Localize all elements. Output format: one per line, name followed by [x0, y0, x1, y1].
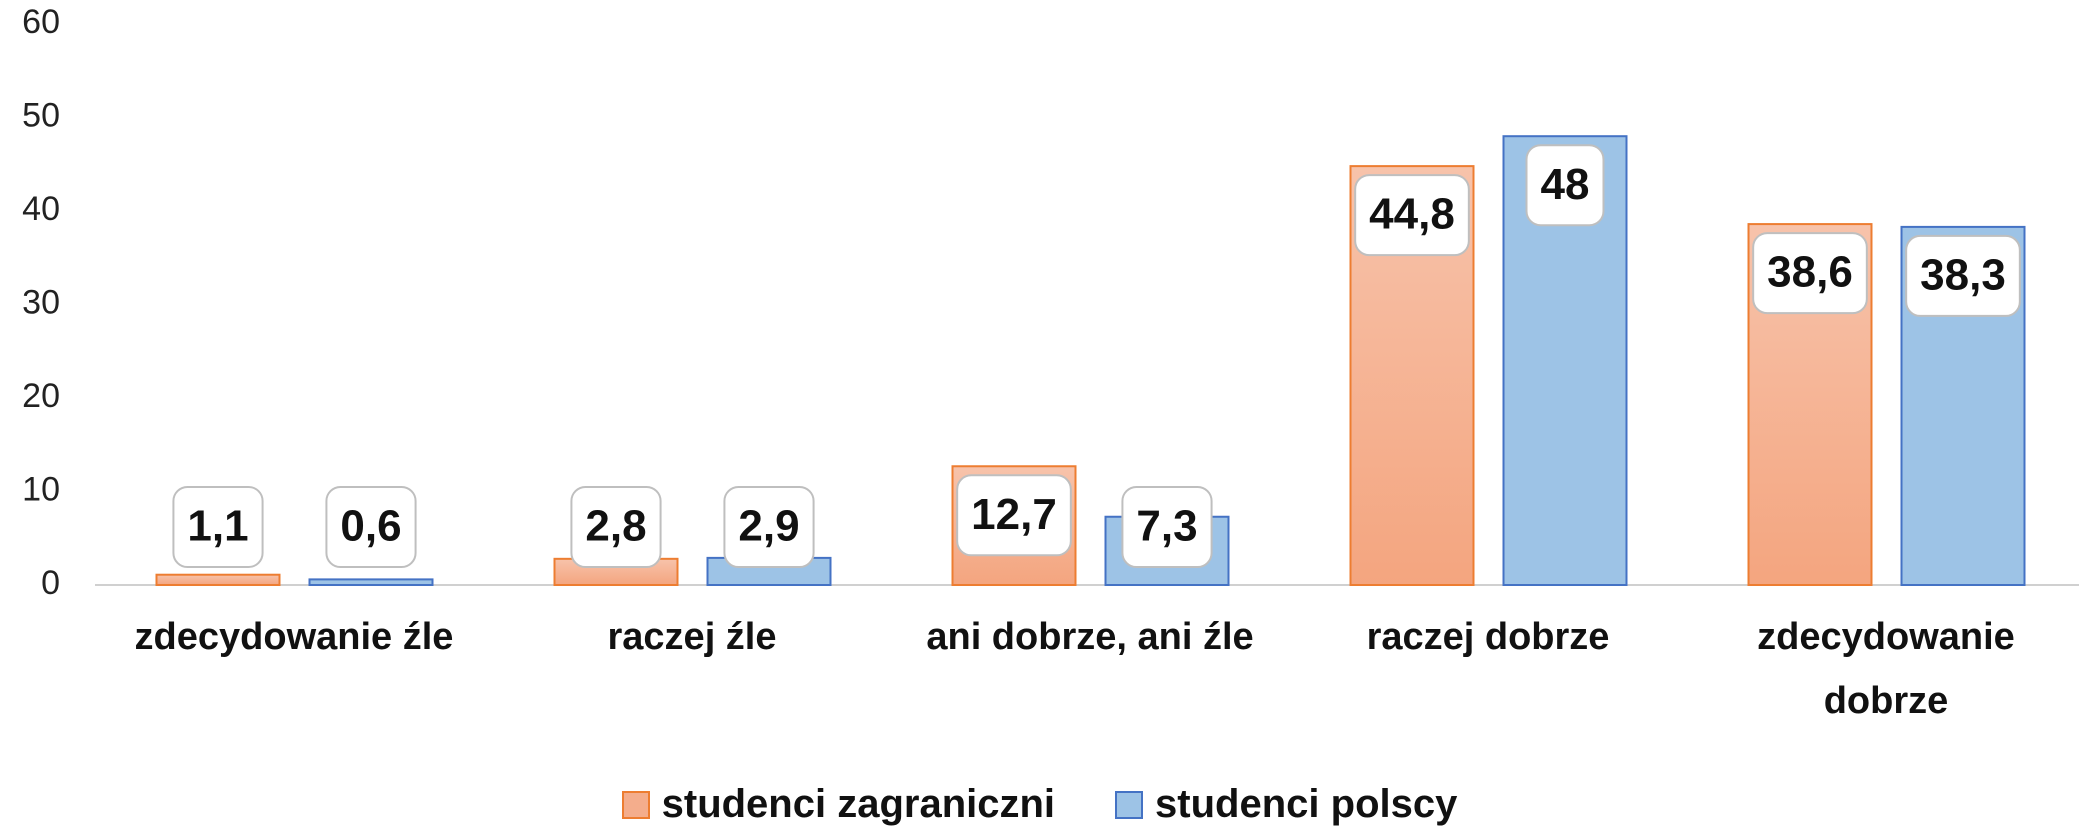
data-label-text: 1,1	[187, 502, 248, 551]
data-label: 0,6	[325, 486, 417, 568]
data-label: 48	[1525, 144, 1605, 227]
data-label-box	[570, 486, 662, 568]
y-tick-label: 0	[41, 564, 60, 602]
data-label-box	[1525, 144, 1605, 227]
bar	[308, 578, 434, 587]
legend-swatch	[1115, 790, 1144, 819]
data-label-box	[1752, 232, 1868, 315]
data-label-text: 7,3	[1136, 502, 1197, 551]
data-label-box	[723, 486, 815, 568]
data-label-box	[956, 474, 1072, 557]
x-tick-label: zdecydowanie źle	[134, 616, 454, 658]
legend-swatch	[621, 790, 650, 819]
data-label-box	[1905, 234, 2021, 317]
legend-label: studenci polscy	[1155, 782, 1458, 826]
data-label-text: 38,6	[1767, 248, 1853, 297]
data-label: 2,8	[570, 486, 662, 568]
legend-item: studenci polscy	[1115, 782, 1457, 827]
data-label: 44,8	[1354, 174, 1470, 257]
x-tick-label: raczej dobrze	[1366, 616, 1610, 658]
data-label-box	[325, 486, 417, 568]
y-tick-label: 60	[22, 3, 60, 41]
data-label-text: 44,8	[1369, 190, 1455, 239]
y-tick-label: 50	[22, 96, 60, 134]
data-label: 12,7	[956, 474, 1072, 557]
data-label: 2,9	[723, 486, 815, 568]
y-tick-label: 10	[22, 470, 60, 508]
x-tick-label: ani dobrze, ani źle	[926, 616, 1254, 658]
legend: studenci zagraniczni studenci polscy	[0, 782, 2079, 827]
data-label-text: 2,8	[585, 502, 646, 551]
bar	[155, 573, 281, 587]
x-tick-label: raczej źle	[607, 616, 777, 658]
y-tick-label: 30	[22, 283, 60, 321]
data-label-text: 12,7	[971, 490, 1057, 539]
data-label: 7,3	[1121, 486, 1213, 568]
legend-label: studenci zagraniczni	[661, 782, 1056, 826]
legend-item: studenci zagraniczni	[621, 782, 1056, 827]
data-label-text: 38,3	[1920, 251, 2006, 300]
data-label-text: 0,6	[340, 502, 401, 551]
data-label-box	[1121, 486, 1213, 568]
y-tick-label: 20	[22, 377, 60, 415]
data-label-box	[1354, 174, 1470, 257]
data-label-text: 48	[1541, 160, 1590, 209]
x-tick-label: zdecydowanie dobrze	[1757, 616, 2015, 722]
data-label: 38,3	[1905, 234, 2021, 317]
data-label-text: 2,9	[738, 502, 799, 551]
data-label-box	[172, 486, 264, 568]
data-label: 38,6	[1752, 232, 1868, 315]
y-tick-label: 40	[22, 190, 60, 228]
data-label: 1,1	[172, 486, 264, 568]
